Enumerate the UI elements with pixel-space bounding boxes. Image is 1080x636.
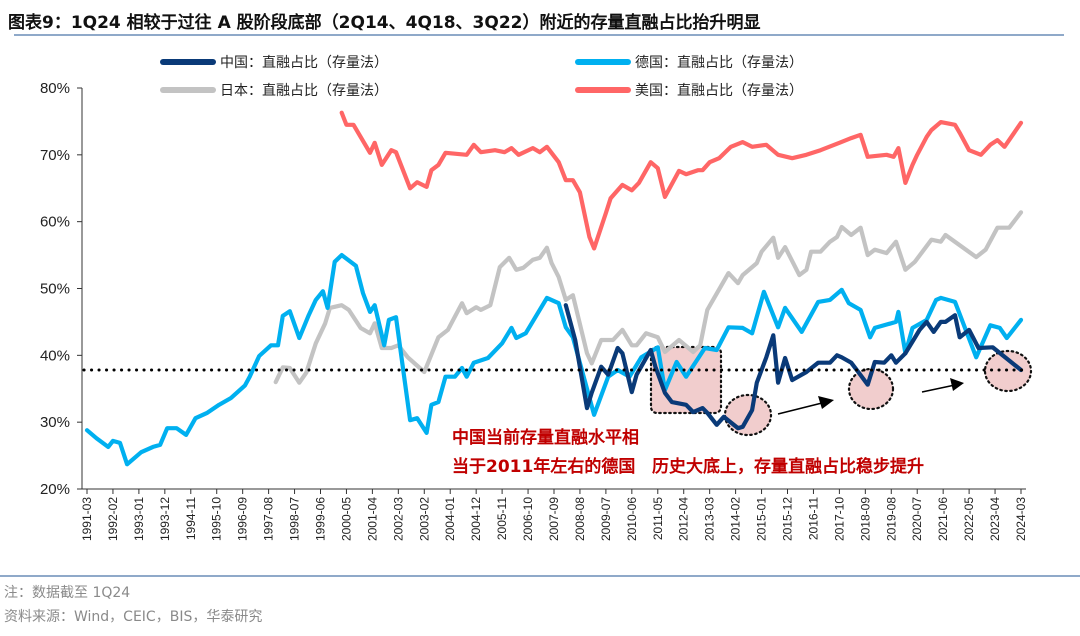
legend-label-germany: 德国：直融占比（存量法）: [635, 55, 803, 71]
legend-item-china: 中国：直融占比（存量法）: [160, 52, 388, 72]
legend-item-usa: 美国：直融占比（存量法）: [575, 80, 803, 100]
x-tick-label: 2001-04: [365, 497, 379, 541]
x-tick-label: 2002-03: [391, 497, 405, 541]
x-tick-label: 2011-05: [651, 497, 665, 540]
legend-swatch-usa: [575, 87, 631, 93]
y-tick-label: 20%: [40, 481, 70, 498]
legend-swatch-china: [160, 59, 216, 65]
series-usa-line: [339, 110, 1024, 251]
x-tick-label: 1998-07: [288, 497, 302, 541]
x-tick-label: 2000-05: [339, 497, 353, 541]
x-tick-label: 2017-10: [832, 497, 846, 541]
x-tick-label: 2005-11: [495, 497, 509, 540]
x-tick-label: 2004-12: [469, 497, 483, 541]
x-tick-label: 2009-07: [599, 497, 613, 541]
x-tick-label: 2010-06: [625, 497, 639, 541]
arrow-head-2: [950, 378, 964, 391]
arrow-line-2: [921, 384, 956, 393]
x-tick-label: 1992-02: [106, 497, 120, 541]
annotation-text-3: 历史大底上，存量直融占比稳步提升: [652, 457, 924, 477]
trend-arrows: [777, 378, 964, 415]
annotation-text-1: 中国当前存量直融水平相: [452, 428, 639, 448]
x-tick-label: 2004-01: [443, 497, 457, 541]
legend-label-japan: 日本：直融占比（存量法）: [220, 83, 388, 99]
x-tick-label: 2018-09: [858, 497, 872, 541]
x-tick-label: 1995-10: [210, 497, 224, 541]
footer-divider: [0, 575, 1080, 577]
x-tick-label: 2022-05: [962, 497, 976, 541]
note-data-cutoff: 注：数据截至 1Q24: [4, 585, 131, 601]
legend-item-japan: 日本：直融占比（存量法）: [160, 80, 388, 100]
y-tick-label: 80%: [40, 80, 70, 97]
arrow-line-1: [777, 402, 823, 415]
legend-label-usa: 美国：直融占比（存量法）: [635, 83, 803, 99]
x-tick-label: 2014-02: [729, 497, 743, 541]
y-tick-label: 40%: [40, 347, 70, 364]
x-tick-label: 2006-10: [521, 497, 535, 541]
legend-swatch-japan: [160, 87, 216, 93]
x-tick-label: 1997-08: [262, 497, 276, 541]
arrow-head-1: [818, 396, 834, 409]
legend-swatch-germany: [575, 59, 631, 65]
title-divider: [14, 34, 1064, 36]
x-tick-label: 1999-06: [314, 497, 328, 541]
x-tick-label: 1993-12: [158, 497, 172, 541]
x-tick-label: 1993-01: [132, 497, 146, 541]
x-tick-label: 2013-03: [703, 497, 717, 541]
x-tick-label: 2024-03: [1014, 497, 1028, 541]
x-tick-label: 2007-09: [547, 497, 561, 541]
x-tick-label: 2015-12: [781, 497, 795, 541]
series-japan-line: [273, 210, 1024, 385]
x-tick-label: 2019-08: [884, 497, 898, 541]
x-tick-label: 1994-11: [184, 497, 198, 540]
x-tick-label: 2008-08: [573, 497, 587, 541]
highlight-circle-4q18: [847, 367, 895, 411]
annotation-text-2: 当于2011年左右的德国: [452, 457, 636, 477]
legend-item-germany: 德国：直融占比（存量法）: [575, 52, 803, 72]
x-tick-label: 2012-04: [677, 497, 691, 541]
y-tick-label: 60%: [40, 214, 70, 231]
annotation-shapes: [649, 345, 1033, 437]
chart-title: 图表9：1Q24 相较于过往 A 股阶段底部（2Q14、4Q18、3Q22）附近…: [8, 13, 761, 33]
y-tick-label: 70%: [40, 147, 70, 164]
x-tick-label: 2023-04: [988, 497, 1002, 541]
x-tick-label: 1996-09: [236, 497, 250, 541]
x-tick-label: 2016-11: [806, 497, 820, 540]
series-germany-line: [84, 253, 1024, 467]
note-source: 资料来源：Wind，CEIC，BIS，华泰研究: [4, 609, 263, 625]
x-tick-label: 2020-07: [910, 497, 924, 541]
y-tick-label: 30%: [40, 414, 70, 431]
x-tick-label: 2003-02: [417, 497, 431, 541]
y-tick-label: 50%: [40, 281, 70, 298]
legend-label-china: 中国：直融占比（存量法）: [220, 55, 388, 71]
series-china-line: [563, 303, 1024, 431]
x-tick-label: 1991-03: [80, 497, 94, 541]
x-tick-label: 2021-06: [936, 497, 950, 541]
x-tick-label: 2015-01: [755, 497, 769, 541]
